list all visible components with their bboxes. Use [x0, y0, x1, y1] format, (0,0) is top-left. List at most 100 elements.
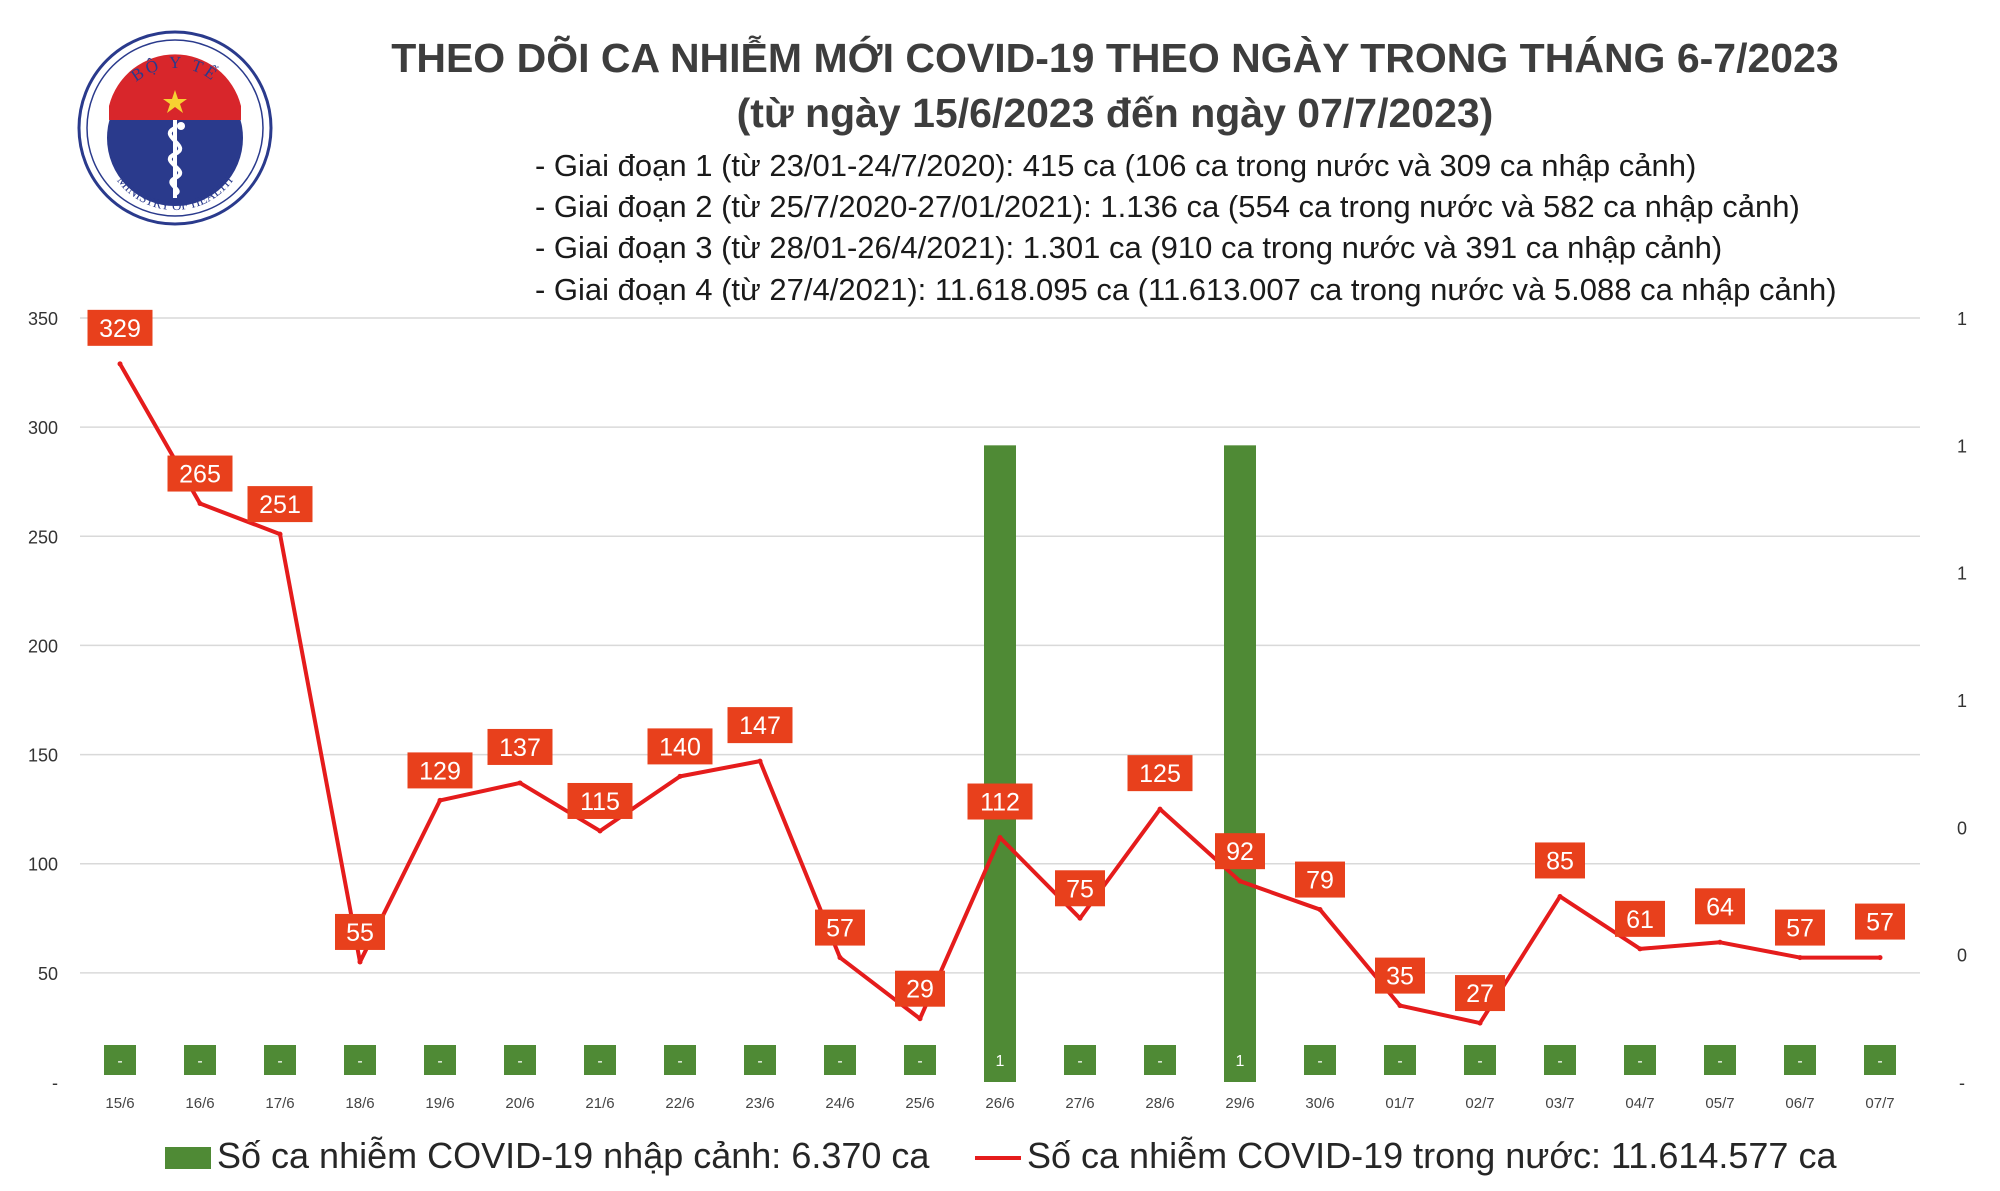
domestic-value-box [647, 728, 713, 765]
imported-bar [984, 445, 1016, 1082]
y-right-tick-label: 1 [1957, 691, 1967, 711]
imported-value-label: - [1077, 1053, 1082, 1070]
imported-value-box [1304, 1045, 1336, 1075]
domestic-point [277, 531, 283, 537]
imported-value-box [104, 1045, 136, 1075]
domestic-point [517, 780, 523, 786]
imported-value-label: - [1797, 1053, 1802, 1070]
domestic-point [1157, 806, 1163, 812]
imported-bar [1224, 445, 1256, 1082]
chart-subtitle: (từ ngày 15/6/2023 đến ngày 07/7/2023) [736, 90, 1494, 136]
domestic-value-label: 92 [1226, 838, 1254, 866]
domestic-value-box [1695, 888, 1745, 925]
legend-imported-label: Số ca nhiễm COVID-19 nhập cảnh: 6.370 ca [217, 1135, 930, 1176]
domestic-value-box [1055, 870, 1105, 907]
imported-value-box [584, 1045, 616, 1075]
domestic-point [997, 835, 1003, 841]
domestic-value-box [487, 728, 553, 765]
domestic-value-label: 137 [499, 734, 541, 762]
imported-value-box [1384, 1045, 1416, 1075]
x-tick-label: 03/7 [1545, 1095, 1574, 1112]
domestic-value-label: 125 [1139, 760, 1181, 788]
x-tick-label: 28/6 [1145, 1095, 1174, 1112]
imported-value-label: - [357, 1053, 362, 1070]
domestic-value-label: 61 [1626, 906, 1654, 934]
y-right-tick-label: 0 [1957, 946, 1967, 966]
imported-value-box [904, 1045, 936, 1075]
imported-value-box [1544, 1045, 1576, 1075]
imported-value-box [984, 1045, 1016, 1075]
y-right-tick-label: 1 [1957, 436, 1967, 456]
imported-value-box [664, 1045, 696, 1075]
domestic-value-box [727, 707, 793, 744]
domestic-value-label: 57 [1866, 909, 1894, 937]
domestic-point [1637, 946, 1643, 952]
chart-title: THEO DÕI CA NHIỄM MỚI COVID-19 THEO NGÀY… [391, 35, 1839, 81]
domestic-point [917, 1016, 923, 1022]
x-tick-label: 26/6 [985, 1095, 1014, 1112]
domestic-value-box [1127, 755, 1193, 792]
imported-value-label: - [1157, 1053, 1162, 1070]
domestic-value-box [1295, 861, 1345, 898]
x-tick-label: 16/6 [185, 1095, 214, 1112]
x-tick-label: 21/6 [585, 1095, 614, 1112]
domestic-point [677, 773, 683, 779]
x-tick-label: 20/6 [505, 1095, 534, 1112]
domestic-point [357, 959, 363, 965]
y-left-tick-label: 300 [28, 418, 58, 438]
imported-value-label: - [117, 1053, 122, 1070]
domestic-value-label: 27 [1466, 980, 1494, 1008]
x-tick-label: 05/7 [1705, 1095, 1734, 1112]
imported-value-box [1224, 1045, 1256, 1075]
imported-value-box [1464, 1045, 1496, 1075]
x-tick-label: 22/6 [665, 1095, 694, 1112]
domestic-point [837, 955, 843, 961]
domestic-value-label: 112 [980, 789, 1020, 817]
domestic-point [1237, 878, 1243, 884]
imported-value-box [1064, 1045, 1096, 1075]
domestic-point [437, 797, 443, 803]
phase-3-summary: - Giai đoạn 3 (từ 28/01-26/4/2021): 1.30… [535, 230, 1723, 265]
imported-value-box [344, 1045, 376, 1075]
imported-value-box [824, 1045, 856, 1075]
y-left-tick-label: 100 [28, 855, 58, 875]
x-tick-label: 23/6 [745, 1095, 774, 1112]
x-tick-label: 24/6 [825, 1095, 854, 1112]
imported-value-label: - [1477, 1053, 1482, 1070]
imported-value-label: 1 [1236, 1053, 1245, 1070]
domestic-value-label: 115 [580, 788, 620, 816]
domestic-value-box [1535, 842, 1585, 879]
domestic-value-box [815, 909, 865, 946]
ministry-of-health-logo: BỘ Y TẾ MINISTRY OF HEALTH [77, 30, 273, 226]
imported-value-box [184, 1045, 216, 1075]
domestic-value-box [1615, 900, 1665, 937]
imported-value-label: - [1317, 1053, 1322, 1070]
domestic-value-box [87, 309, 153, 346]
imported-value-box [1784, 1045, 1816, 1075]
domestic-point [1077, 915, 1083, 921]
domestic-point [1797, 955, 1803, 961]
domestic-point [597, 828, 603, 834]
domestic-point [1317, 907, 1323, 913]
x-tick-label: 01/7 [1385, 1095, 1414, 1112]
y-left-tick-label: 150 [28, 746, 58, 766]
imported-value-label: - [837, 1053, 842, 1070]
domestic-value-label: 265 [179, 461, 221, 489]
phase-1-summary: - Giai đoạn 1 (từ 23/01-24/7/2020): 415 … [535, 148, 1697, 183]
domestic-value-label: 79 [1306, 867, 1334, 895]
x-tick-label: 04/7 [1625, 1095, 1654, 1112]
imported-value-box [424, 1045, 456, 1075]
imported-value-label: - [757, 1053, 762, 1070]
imported-value-label: - [597, 1053, 602, 1070]
domestic-value-box [247, 486, 313, 523]
domestic-point [1877, 955, 1883, 961]
legend-domestic-label: Số ca nhiễm COVID-19 trong nước: 11.614.… [1027, 1135, 1837, 1176]
domestic-value-box [967, 783, 1033, 820]
domestic-value-box [167, 455, 233, 492]
imported-value-label: - [277, 1053, 282, 1070]
imported-bars [104, 445, 1896, 1082]
legend-domestic: Số ca nhiễm COVID-19 trong nước: 11.614.… [975, 1135, 1836, 1177]
data-labels: - - - - - - - - - - - 1 - - 1 - - - - - - - - 329 265 251 55 129 137… [87, 309, 1905, 1070]
imported-value-label: - [1637, 1053, 1642, 1070]
